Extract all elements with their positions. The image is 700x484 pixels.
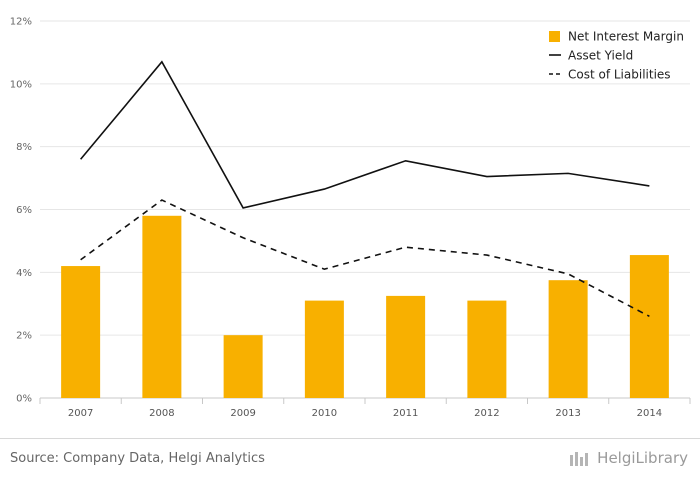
bar-2012 (467, 300, 507, 398)
y-tick-label: 4% (16, 268, 32, 279)
source-note: Source: Company Data, Helgi Analytics (10, 451, 265, 466)
x-tick-label: 2013 (555, 408, 580, 419)
x-tick-label: 2007 (68, 408, 93, 419)
bar-2010 (304, 300, 344, 398)
bar-2013 (548, 280, 588, 398)
bar-2011 (386, 295, 426, 398)
x-tick-label: 2008 (149, 408, 174, 419)
bar-2007 (61, 266, 101, 398)
brand-name: HelgiLibrary (597, 449, 688, 467)
x-tick-label: 2010 (312, 408, 337, 419)
brand-logo[interactable]: HelgiLibrary (569, 449, 688, 467)
x-tick-label: 2009 (230, 408, 255, 419)
chart-canvas: 0% 2% 4% 6% 8% 10% 12% 2007 2008 2009 2010 2011 2012… (10, 17, 691, 419)
legend-swatch-bar (549, 31, 560, 42)
x-tick-label: 2014 (637, 408, 662, 419)
library-icon (570, 452, 589, 466)
x-tick-label: 2011 (393, 408, 418, 419)
legend-label: Cost of Liabilities (568, 68, 671, 82)
series-line-asset-yield (80, 60, 650, 209)
y-tick-label: 8% (16, 142, 32, 153)
y-tick-label: 2% (16, 331, 32, 342)
y-tick-label: 10% (10, 79, 32, 90)
y-tick-label: 6% (16, 205, 32, 216)
x-tick-label: 2012 (474, 408, 499, 419)
y-tick-label: 0% (16, 394, 32, 405)
legend-label: Net Interest Margin (568, 30, 684, 44)
bar-2009 (223, 335, 263, 398)
bar-2008 (142, 215, 182, 398)
bar-2014 (629, 255, 669, 398)
legend-label: Asset Yield (568, 49, 633, 63)
y-tick-label: 12% (10, 17, 32, 28)
series-line-cost-of-liabilities (80, 199, 650, 318)
chart-footer: Source: Company Data, Helgi Analytics He… (0, 438, 700, 484)
